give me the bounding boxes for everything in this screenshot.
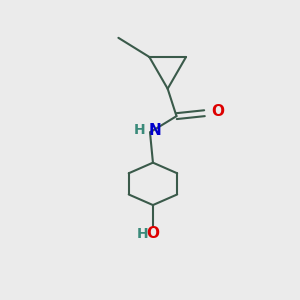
Text: O: O <box>146 226 160 241</box>
Text: H: H <box>134 123 146 137</box>
Text: N: N <box>148 123 161 138</box>
Text: O: O <box>211 104 224 119</box>
Text: H: H <box>137 226 148 241</box>
